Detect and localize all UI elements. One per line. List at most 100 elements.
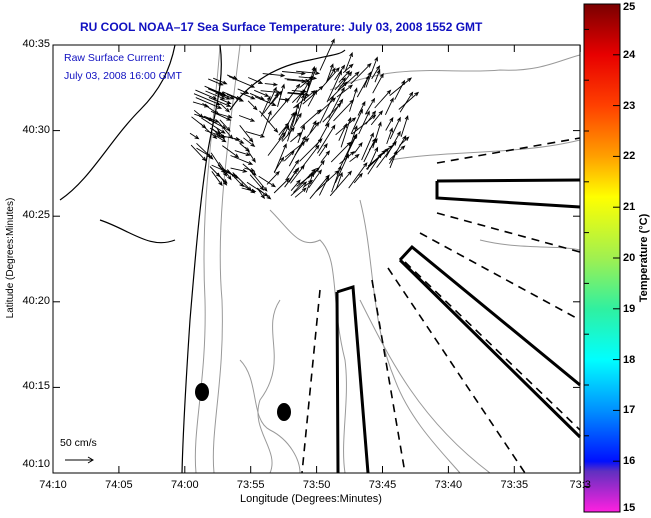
current-arrow bbox=[286, 159, 300, 180]
current-arrow bbox=[287, 110, 298, 142]
colorbar-tick-label: 20 bbox=[623, 252, 636, 264]
current-arrow bbox=[266, 170, 280, 185]
current-arrow bbox=[249, 174, 265, 191]
current-arrow bbox=[315, 170, 340, 192]
current-arrow bbox=[273, 156, 285, 173]
current-arrow bbox=[325, 63, 334, 84]
current-arrow bbox=[230, 155, 254, 165]
buoy-marker bbox=[195, 383, 209, 401]
colorbar-label: Temperature (°C) bbox=[638, 213, 650, 303]
colorbar-ticks bbox=[584, 3, 620, 513]
current-arrow bbox=[398, 91, 420, 110]
current-arrow bbox=[261, 110, 272, 137]
current-arrow bbox=[317, 97, 337, 115]
current-arrow bbox=[247, 100, 258, 111]
current-arrow bbox=[283, 150, 295, 162]
current-arrow bbox=[284, 137, 310, 158]
current-arrow bbox=[339, 150, 355, 165]
current-arrow bbox=[320, 150, 331, 163]
y-tick-label: 40:20 bbox=[22, 294, 50, 307]
axis-ticks bbox=[52, 44, 581, 474]
current-arrow bbox=[209, 166, 221, 178]
current-arrow bbox=[244, 167, 256, 172]
current-arrow bbox=[273, 177, 290, 194]
transect-line bbox=[371, 279, 406, 474]
current-arrow bbox=[287, 103, 300, 136]
current-arrow bbox=[290, 164, 305, 184]
current-arrow bbox=[374, 69, 381, 83]
current-arrow bbox=[208, 78, 224, 86]
transect-line bbox=[436, 212, 581, 253]
current-arrow bbox=[214, 112, 233, 119]
current-arrow bbox=[277, 83, 285, 108]
current-arrow bbox=[193, 93, 221, 106]
current-arrow bbox=[389, 149, 398, 169]
chart-title: RU COOL NOAA–17 Sea Surface Temperature:… bbox=[80, 20, 483, 34]
current-arrow bbox=[249, 169, 268, 192]
colorbar-tick-label: 17 bbox=[623, 404, 636, 417]
current-arrow bbox=[219, 103, 230, 113]
current-arrow bbox=[227, 169, 244, 188]
current-arrow bbox=[370, 110, 384, 126]
colorbar-tick-label: 15 bbox=[623, 502, 636, 514]
current-arrow bbox=[344, 51, 353, 73]
transect-line bbox=[387, 267, 526, 474]
colorbar-tick-label: 19 bbox=[623, 302, 636, 315]
current-arrow bbox=[209, 127, 222, 135]
current-arrow bbox=[210, 110, 232, 121]
current-arrow bbox=[240, 92, 256, 100]
current-arrow bbox=[296, 70, 321, 76]
current-arrow bbox=[201, 117, 226, 134]
current-arrow bbox=[305, 121, 320, 139]
current-arrow bbox=[282, 71, 306, 76]
transect-box bbox=[435, 178, 581, 209]
scale-arrow bbox=[65, 456, 94, 464]
current-arrow bbox=[219, 119, 231, 132]
current-arrow bbox=[302, 179, 314, 188]
x-tick-label: 73:50 bbox=[302, 479, 331, 491]
current-vectors bbox=[189, 38, 420, 200]
current-arrow bbox=[348, 162, 368, 189]
current-arrow bbox=[195, 97, 223, 109]
current-arrow bbox=[326, 67, 336, 82]
current-arrow bbox=[291, 89, 306, 104]
current-arrow bbox=[350, 62, 372, 85]
transect-box bbox=[335, 285, 370, 474]
current-arrow bbox=[399, 136, 410, 146]
x-tick-label: 73:40 bbox=[434, 479, 463, 491]
current-arrow bbox=[293, 90, 316, 109]
current-arrow bbox=[328, 81, 348, 102]
current-arrow bbox=[271, 90, 283, 104]
current-arrow bbox=[258, 175, 276, 188]
current-arrow bbox=[191, 116, 207, 129]
current-arrow bbox=[374, 89, 392, 109]
current-arrow bbox=[259, 110, 279, 133]
current-arrow bbox=[213, 90, 228, 97]
colorbar-tick-label: 25 bbox=[623, 1, 636, 13]
colorbar-tick-label: 18 bbox=[623, 353, 636, 366]
transect-line bbox=[419, 232, 581, 321]
current-arrow bbox=[341, 71, 360, 88]
current-arrow bbox=[268, 97, 290, 123]
transect-lines bbox=[301, 137, 582, 474]
current-arrow bbox=[260, 95, 271, 117]
buoy-marker bbox=[277, 403, 291, 421]
y-tick-label: 40:15 bbox=[22, 380, 50, 393]
current-arrow bbox=[298, 76, 318, 81]
current-arrow bbox=[264, 82, 279, 87]
x-tick-label: 74:00 bbox=[171, 479, 199, 491]
current-arrow bbox=[233, 138, 245, 144]
current-arrow bbox=[358, 110, 370, 135]
transect-box bbox=[398, 244, 582, 439]
current-arrow bbox=[389, 77, 413, 96]
current-arrow bbox=[330, 141, 352, 163]
current-arrow bbox=[349, 153, 360, 163]
current-arrow bbox=[385, 130, 401, 158]
current-arrow bbox=[296, 172, 315, 187]
current-arrow bbox=[226, 74, 238, 80]
current-arrow bbox=[354, 141, 363, 154]
colorbar-tick-label: 23 bbox=[623, 99, 636, 112]
current-arrow bbox=[317, 124, 336, 154]
current-arrow bbox=[222, 91, 242, 100]
